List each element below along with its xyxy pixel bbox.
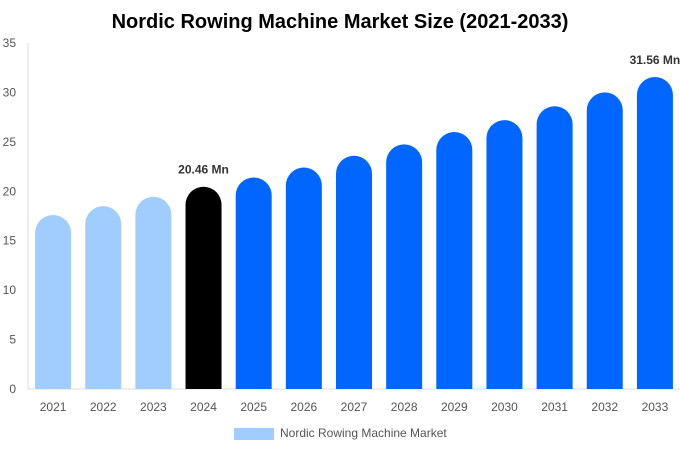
y-tick-label: 10 — [3, 283, 17, 297]
x-tick-label: 2027 — [341, 400, 368, 414]
x-tick-label: 2022 — [90, 400, 117, 414]
chart-title: Nordic Rowing Machine Market Size (2021-… — [112, 11, 569, 33]
bar-2029 — [436, 131, 473, 389]
x-tick-label: 2030 — [491, 400, 518, 414]
bar-2032 — [586, 92, 623, 389]
y-tick-label: 35 — [3, 36, 17, 50]
y-tick-label: 5 — [9, 333, 16, 347]
x-tick-label: 2033 — [642, 400, 669, 414]
y-tick-label: 25 — [3, 135, 17, 149]
x-tick-label: 2026 — [290, 400, 317, 414]
bar-2023 — [135, 196, 172, 389]
bar-2030 — [486, 120, 523, 389]
data-label: 20.46 Mn — [178, 163, 229, 177]
bar-2031 — [536, 106, 573, 390]
y-tick-label: 30 — [3, 85, 17, 99]
y-tick-label: 15 — [3, 234, 17, 248]
bar-2028 — [386, 144, 423, 389]
x-tick-label: 2032 — [591, 400, 618, 414]
x-tick-label: 2031 — [541, 400, 568, 414]
y-tick-label: 20 — [3, 184, 17, 198]
x-tick-label: 2024 — [190, 400, 217, 414]
bar-2025 — [235, 177, 272, 389]
x-tick-label: 2025 — [240, 400, 267, 414]
bar-2027 — [336, 155, 372, 389]
bar-2033 — [636, 77, 673, 389]
legend-swatch — [234, 428, 274, 440]
bar-2024 — [185, 186, 222, 389]
data-label: 31.56 Mn — [630, 53, 680, 67]
bar-2022 — [85, 206, 122, 389]
y-tick-label: 0 — [9, 382, 16, 396]
x-tick-label: 2028 — [391, 400, 418, 414]
bar-2021 — [35, 215, 72, 389]
x-tick-label: 2023 — [140, 400, 167, 414]
bar-2026 — [285, 167, 322, 389]
x-tick-label: 2029 — [441, 400, 468, 414]
x-tick-label: 2021 — [40, 400, 67, 414]
legend-label: Nordic Rowing Machine Market — [280, 426, 447, 440]
